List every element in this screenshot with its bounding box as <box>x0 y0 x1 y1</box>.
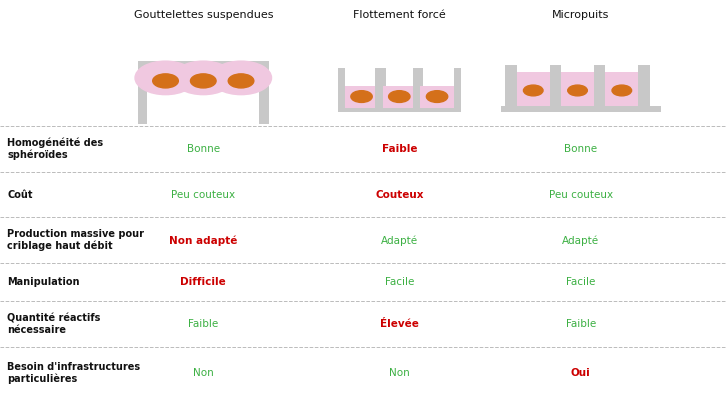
FancyBboxPatch shape <box>345 86 378 108</box>
Circle shape <box>523 85 543 96</box>
Text: Adapté: Adapté <box>380 235 418 246</box>
Text: Non: Non <box>193 368 213 378</box>
Text: Élevée: Élevée <box>380 319 419 329</box>
Text: Bonne: Bonne <box>564 144 597 154</box>
Text: Non adapté: Non adapté <box>169 235 237 246</box>
Text: Quantité réactifs
nécessaire: Quantité réactifs nécessaire <box>7 313 101 335</box>
Text: Non: Non <box>389 368 409 378</box>
FancyBboxPatch shape <box>338 68 345 112</box>
Text: Manipulation: Manipulation <box>7 277 80 287</box>
Circle shape <box>135 61 196 95</box>
FancyBboxPatch shape <box>338 108 386 112</box>
Text: Faible: Faible <box>382 144 417 154</box>
Text: Bonne: Bonne <box>187 144 220 154</box>
Text: Homogénéité des
sphéroïdes: Homogénéité des sphéroïdes <box>7 137 103 160</box>
FancyBboxPatch shape <box>454 68 461 112</box>
Circle shape <box>568 85 587 96</box>
Text: Faible: Faible <box>566 319 596 329</box>
Circle shape <box>173 61 234 95</box>
Text: Peu couteux: Peu couteux <box>171 190 235 200</box>
Text: Micropuits: Micropuits <box>552 10 610 20</box>
FancyBboxPatch shape <box>605 72 638 106</box>
Text: Facile: Facile <box>566 277 595 287</box>
Circle shape <box>228 74 254 88</box>
Circle shape <box>612 85 632 96</box>
FancyBboxPatch shape <box>413 68 420 112</box>
Text: Couteux: Couteux <box>375 190 423 200</box>
FancyBboxPatch shape <box>375 108 423 112</box>
FancyBboxPatch shape <box>594 65 605 106</box>
Circle shape <box>152 74 179 88</box>
Circle shape <box>351 91 372 103</box>
Text: Production massive pour
criblage haut débit: Production massive pour criblage haut dé… <box>7 229 144 251</box>
FancyBboxPatch shape <box>561 72 594 106</box>
FancyBboxPatch shape <box>378 68 386 112</box>
Text: Oui: Oui <box>571 368 591 378</box>
FancyBboxPatch shape <box>501 106 661 112</box>
FancyBboxPatch shape <box>420 86 454 108</box>
Text: Facile: Facile <box>385 277 414 287</box>
FancyBboxPatch shape <box>383 86 416 108</box>
Text: Difficile: Difficile <box>180 277 227 287</box>
FancyBboxPatch shape <box>413 108 461 112</box>
FancyBboxPatch shape <box>375 68 383 112</box>
Text: Coût: Coût <box>7 190 33 200</box>
Text: Faible: Faible <box>188 319 219 329</box>
FancyBboxPatch shape <box>638 65 650 106</box>
Text: Peu couteux: Peu couteux <box>549 190 613 200</box>
Circle shape <box>388 91 410 103</box>
FancyBboxPatch shape <box>517 72 550 106</box>
FancyBboxPatch shape <box>416 68 423 112</box>
Text: Besoin d'infrastructures
particulières: Besoin d'infrastructures particulières <box>7 362 140 384</box>
FancyBboxPatch shape <box>259 68 269 124</box>
FancyBboxPatch shape <box>505 65 517 106</box>
FancyBboxPatch shape <box>138 68 147 124</box>
Text: Flottement forcé: Flottement forcé <box>353 10 446 20</box>
FancyBboxPatch shape <box>138 61 269 68</box>
FancyBboxPatch shape <box>550 65 561 106</box>
Circle shape <box>211 61 272 95</box>
Text: Gouttelettes suspendues: Gouttelettes suspendues <box>134 10 273 20</box>
Circle shape <box>426 91 448 103</box>
Text: Adapté: Adapté <box>562 235 600 246</box>
Circle shape <box>190 74 216 88</box>
